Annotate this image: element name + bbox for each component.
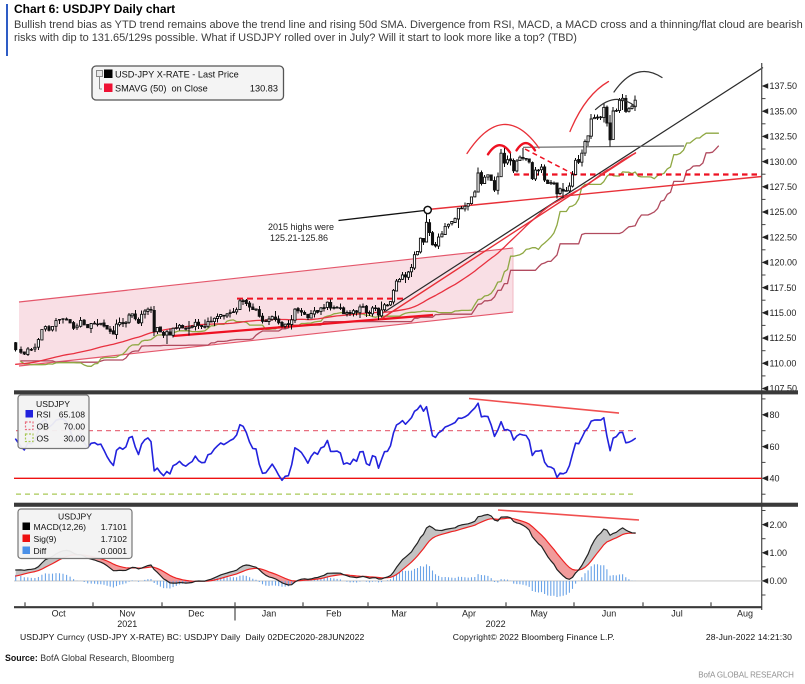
- svg-text:USD-JPY X-RATE - Last Price: USD-JPY X-RATE - Last Price: [115, 70, 239, 80]
- svg-text:1.00: 1.00: [770, 548, 788, 558]
- svg-text:117.50: 117.50: [770, 283, 797, 293]
- svg-text:125.00: 125.00: [770, 207, 798, 217]
- svg-text:Dec: Dec: [188, 609, 205, 619]
- svg-text:2022: 2022: [486, 619, 506, 629]
- svg-text:112.50: 112.50: [770, 333, 797, 343]
- svg-text:Feb: Feb: [326, 609, 342, 619]
- svg-text:70.00: 70.00: [63, 421, 85, 431]
- svg-text:80: 80: [770, 410, 780, 420]
- svg-text:2.00: 2.00: [770, 520, 788, 530]
- svg-text:Jul: Jul: [671, 609, 683, 619]
- svg-text:132.50: 132.50: [770, 132, 798, 142]
- svg-text:SMAVG (50) on Close: SMAVG (50) on Close: [115, 84, 208, 94]
- svg-text:1.7102: 1.7102: [101, 534, 128, 544]
- svg-text:127.50: 127.50: [770, 182, 798, 192]
- svg-text:Copyright© 2022 Bloomberg Fina: Copyright© 2022 Bloomberg Finance L.P.: [453, 632, 615, 642]
- svg-text:Source: BofA Global Research,: Source: BofA Global Research, Bloomberg: [5, 653, 174, 663]
- svg-text:65.108: 65.108: [59, 409, 86, 419]
- svg-text:1.7101: 1.7101: [101, 522, 128, 532]
- svg-text:RSI: RSI: [37, 409, 51, 419]
- svg-text:120.00: 120.00: [770, 258, 798, 268]
- svg-text:BofA GLOBAL RESEARCH: BofA GLOBAL RESEARCH: [698, 671, 794, 680]
- svg-text:0.00: 0.00: [770, 576, 788, 586]
- svg-text:107.50: 107.50: [770, 384, 798, 394]
- svg-text:115.00: 115.00: [770, 308, 797, 318]
- svg-text:2015 highs were: 2015 highs were: [268, 222, 334, 232]
- svg-text:137.50: 137.50: [770, 81, 798, 91]
- svg-text:Nov: Nov: [119, 609, 136, 619]
- svg-text:May: May: [530, 609, 548, 619]
- svg-text:130.83: 130.83: [250, 84, 278, 94]
- svg-text:Aug: Aug: [737, 609, 753, 619]
- svg-text:OS: OS: [37, 433, 50, 443]
- svg-text:125.21-125.86: 125.21-125.86: [270, 233, 328, 243]
- svg-text:Apr: Apr: [462, 609, 476, 619]
- svg-text:30.00: 30.00: [63, 433, 85, 443]
- svg-text:Oct: Oct: [52, 609, 67, 619]
- svg-text:USDJPY: USDJPY: [36, 399, 70, 409]
- svg-text:2021: 2021: [117, 619, 137, 629]
- svg-text:130.00: 130.00: [770, 157, 798, 167]
- svg-text:60: 60: [770, 442, 780, 452]
- svg-text:Mar: Mar: [391, 609, 407, 619]
- svg-text:Sig(9): Sig(9): [34, 534, 57, 544]
- svg-text:Jan: Jan: [262, 609, 277, 619]
- svg-text:Diff: Diff: [34, 546, 47, 556]
- svg-text:USDJPY: USDJPY: [58, 512, 92, 522]
- svg-text:Jun: Jun: [602, 609, 617, 619]
- svg-text:28-Jun-2022 14:21:30: 28-Jun-2022 14:21:30: [706, 632, 792, 642]
- svg-text:135.00: 135.00: [770, 106, 798, 116]
- svg-text:USDJPY Curncy (USD-JPY X-RATE): USDJPY Curncy (USD-JPY X-RATE) BC: USDJP…: [20, 632, 365, 642]
- svg-text:-0.0001: -0.0001: [98, 546, 127, 556]
- svg-text:OB: OB: [37, 421, 50, 431]
- svg-text:122.50: 122.50: [770, 232, 798, 242]
- svg-text:110.00: 110.00: [770, 359, 797, 369]
- svg-text:40: 40: [770, 474, 780, 484]
- svg-text:MACD(12,26): MACD(12,26): [34, 522, 87, 532]
